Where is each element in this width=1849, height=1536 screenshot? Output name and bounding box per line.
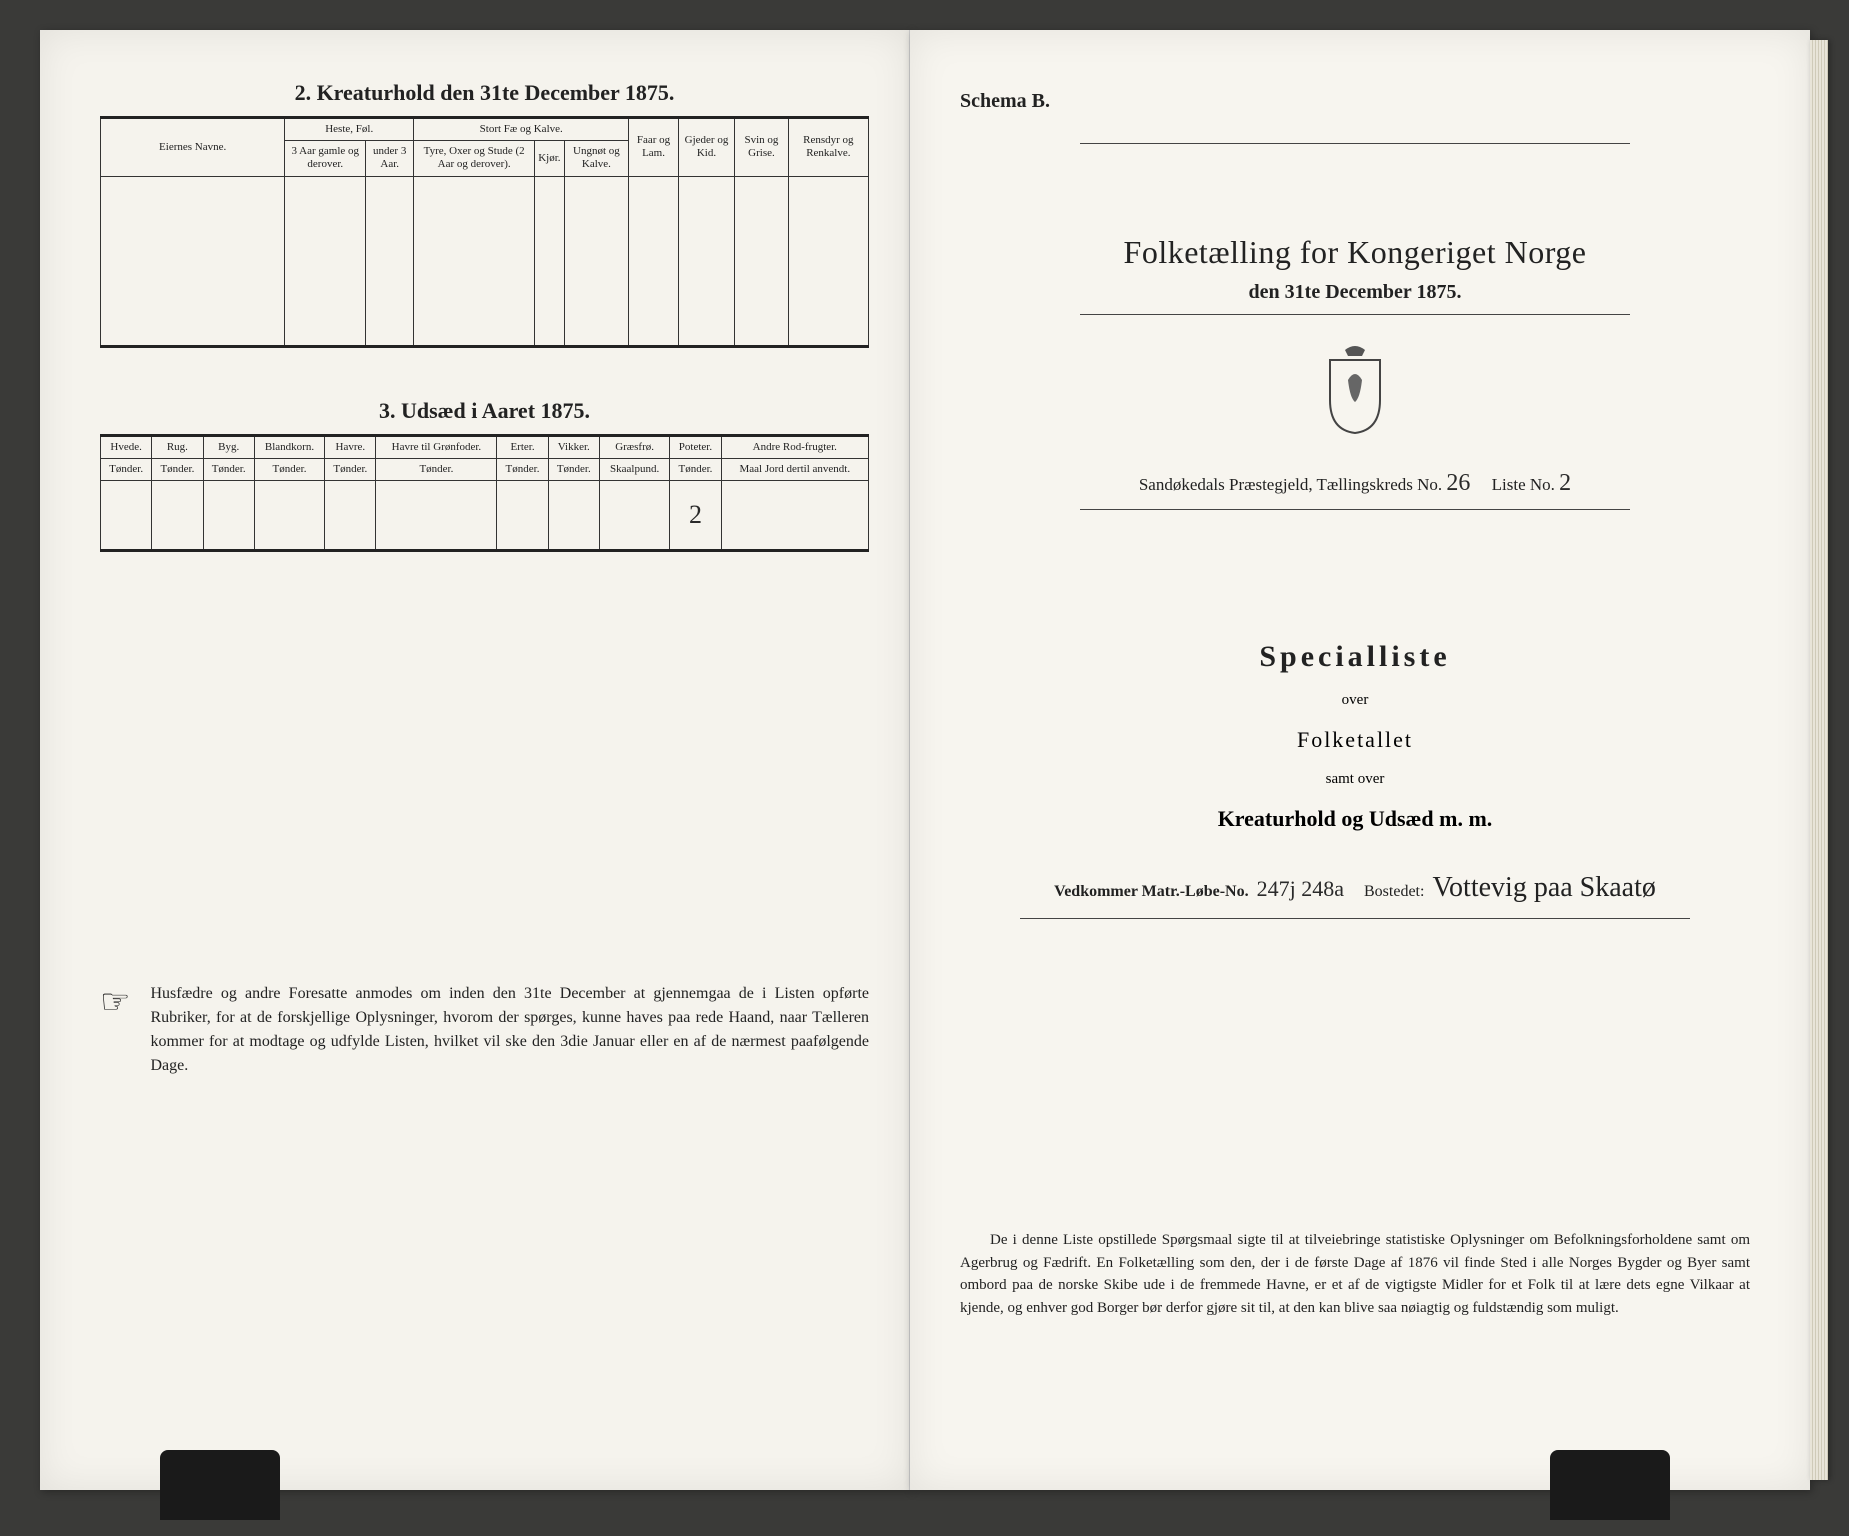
clip-left <box>160 1450 280 1520</box>
over-2: samt over <box>960 771 1750 788</box>
folketallet: Folketallet <box>960 727 1750 753</box>
col-faar: Faar og Lam. <box>629 118 679 177</box>
c-havre2: Havre til Grønfoder. <box>376 435 497 458</box>
stort-c: Ungnøt og Kalve. <box>564 141 629 176</box>
c-rug: Rug. <box>152 435 203 458</box>
c-hvede: Hvede. <box>101 435 152 458</box>
bosted-value: Vottevig paa Skaatø <box>1432 872 1655 903</box>
district-line: Sandøkedals Præstegjeld, Tællingskreds N… <box>960 470 1750 497</box>
col-rens: Rensdyr og Renkalve. <box>788 118 868 177</box>
c-vikker: Vikker. <box>548 435 599 458</box>
schema-label: Schema B. <box>960 90 1750 113</box>
census-title: Folketælling for Kongeriget Norge <box>960 234 1750 271</box>
rule-under <box>1080 314 1630 315</box>
kreaturhold-line: Kreaturhold og Udsæd m. m. <box>960 806 1750 832</box>
stort-a: Tyre, Oxer og Stude (2 Aar og derover). <box>414 141 535 176</box>
bosted-label: Bostedet: <box>1364 883 1424 900</box>
grp-stort: Stort Fæ og Kalve. <box>414 118 629 141</box>
right-page: Schema B. Folketælling for Kongeriget No… <box>910 30 1810 1490</box>
c-erter: Erter. <box>497 435 548 458</box>
val-poteter: 2 <box>670 480 721 550</box>
liste-label: Liste No. <box>1492 475 1555 494</box>
c-poteter: Poteter. <box>670 435 721 458</box>
col-gjed: Gjeder og Kid. <box>678 118 734 177</box>
specialliste: Specialliste <box>960 640 1750 674</box>
c-graes: Græsfrø. <box>599 435 669 458</box>
pointing-hand-icon: ☞ <box>100 982 130 1022</box>
heste-a: 3 Aar gamle og derover. <box>285 141 366 176</box>
left-page: 2. Kreaturhold den 31te December 1875. E… <box>40 30 910 1490</box>
section2-title: 2. Kreaturhold den 31te December 1875. <box>100 80 869 106</box>
u-erter: Tønder. <box>497 458 548 480</box>
section3-title: 3. Udsæd i Aaret 1875. <box>100 398 869 424</box>
u-hvede: Tønder. <box>101 458 152 480</box>
u-graes: Skaalpund. <box>599 458 669 480</box>
rule-district <box>1080 509 1630 510</box>
rule-top <box>1080 143 1630 144</box>
matr-line: Vedkommer Matr.-Løbe-No. 247j 248a Boste… <box>960 872 1750 904</box>
rule-matr <box>1020 918 1690 919</box>
heste-b: under 3 Aar. <box>366 141 414 176</box>
c-andre: Andre Rod-frugter. <box>721 435 868 458</box>
clip-right <box>1550 1450 1670 1520</box>
table-kreaturhold: Eiernes Navne. Heste, Føl. Stort Fæ og K… <box>100 116 869 348</box>
left-notice: ☞ Husfædre og andre Foresatte anmodes om… <box>100 982 869 1078</box>
kreds-no: 26 <box>1446 470 1470 496</box>
col-svin: Svin og Grise. <box>735 118 789 177</box>
right-notice: De i denne Liste opstillede Spørgsmaal s… <box>960 1229 1750 1319</box>
u-havre2: Tønder. <box>376 458 497 480</box>
u-havre: Tønder. <box>325 458 376 480</box>
c-havre: Havre. <box>325 435 376 458</box>
census-subtitle: den 31te December 1875. <box>960 281 1750 304</box>
u-vikker: Tønder. <box>548 458 599 480</box>
u-byg: Tønder. <box>203 458 254 480</box>
table-row: 2 <box>101 480 869 550</box>
table-udsaed: Hvede. Rug. Byg. Blandkorn. Havre. Havre… <box>100 434 869 552</box>
left-notice-text: Husfædre og andre Foresatte anmodes om i… <box>150 982 869 1078</box>
liste-no: 2 <box>1559 470 1571 496</box>
coat-of-arms-icon <box>960 345 1750 440</box>
page-edges <box>1810 40 1828 1480</box>
col-eier: Eiernes Navne. <box>101 118 285 177</box>
grp-heste: Heste, Føl. <box>285 118 414 141</box>
stort-b: Kjør. <box>535 141 564 176</box>
table-row <box>101 176 869 346</box>
matr-no: 247j 248a <box>1257 876 1344 901</box>
c-byg: Byg. <box>203 435 254 458</box>
u-rug: Tønder. <box>152 458 203 480</box>
book-spread: 2. Kreaturhold den 31te December 1875. E… <box>40 30 1810 1510</box>
over-1: over <box>960 692 1750 709</box>
u-poteter: Tønder. <box>670 458 721 480</box>
matr-label: Vedkommer Matr.-Løbe-No. <box>1054 883 1249 900</box>
parish-label: Sandøkedals Præstegjeld, Tællingskreds N… <box>1139 475 1442 494</box>
c-bland: Blandkorn. <box>254 435 324 458</box>
u-andre: Maal Jord dertil anvendt. <box>721 458 868 480</box>
u-bland: Tønder. <box>254 458 324 480</box>
